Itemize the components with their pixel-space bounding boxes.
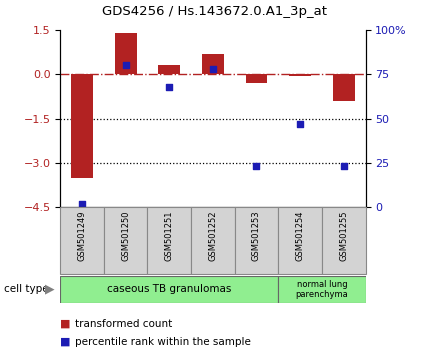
Bar [158, 65, 180, 74]
Point [340, 164, 347, 169]
Text: ■: ■ [60, 337, 71, 347]
Text: normal lung
parenchyma: normal lung parenchyma [295, 280, 348, 299]
Bar [278, 207, 322, 274]
Text: GSM501249: GSM501249 [77, 210, 86, 261]
Text: transformed count: transformed count [75, 319, 172, 329]
Bar [60, 207, 104, 274]
Text: GSM501252: GSM501252 [209, 210, 217, 261]
Text: ▶: ▶ [45, 283, 54, 296]
Bar [71, 74, 93, 178]
Bar [235, 207, 278, 274]
Bar [246, 74, 267, 83]
Bar [191, 207, 235, 274]
Bar [115, 33, 137, 74]
Point [253, 164, 260, 169]
Bar [147, 207, 191, 274]
Text: cell type: cell type [4, 284, 49, 295]
Text: GSM501254: GSM501254 [295, 210, 304, 261]
Text: GSM501255: GSM501255 [339, 210, 348, 261]
Text: caseous TB granulomas: caseous TB granulomas [107, 284, 231, 295]
Point [209, 66, 216, 72]
Point [166, 84, 173, 90]
Bar [60, 276, 278, 303]
Bar [278, 276, 366, 303]
Point [297, 121, 304, 127]
Point [79, 201, 86, 206]
Bar [322, 207, 366, 274]
Text: GSM501253: GSM501253 [252, 210, 261, 261]
Bar [104, 207, 147, 274]
Bar [289, 74, 311, 76]
Text: percentile rank within the sample: percentile rank within the sample [75, 337, 251, 347]
Text: GDS4256 / Hs.143672.0.A1_3p_at: GDS4256 / Hs.143672.0.A1_3p_at [102, 5, 328, 18]
Bar [202, 54, 224, 74]
Text: ■: ■ [60, 319, 71, 329]
Text: GSM501251: GSM501251 [165, 210, 174, 261]
Text: GSM501250: GSM501250 [121, 210, 130, 261]
Bar [333, 74, 355, 101]
Point [122, 63, 129, 68]
